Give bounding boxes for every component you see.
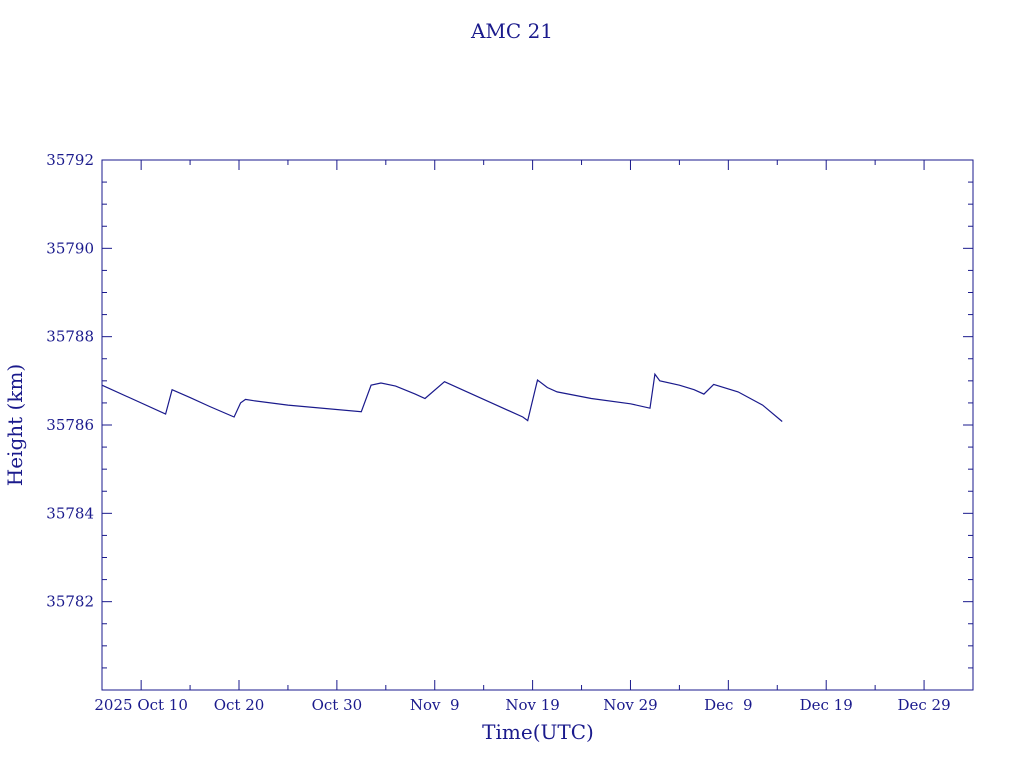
x-tick-label: Dec 19: [800, 696, 853, 714]
x-tick-label: Nov 29: [603, 696, 658, 714]
x-axis-label: Time(UTC): [482, 720, 594, 744]
y-tick-labels: 35782 35784 35786 35788 35790 35792: [46, 151, 94, 611]
y-tick-label: 35788: [46, 328, 94, 346]
x-tick-label: 2025 Oct 10: [94, 696, 188, 714]
y-tick-label: 35782: [46, 593, 94, 611]
x-tick-label: Nov 9: [410, 696, 460, 714]
x-tick-labels: 2025 Oct 10 Oct 20 Oct 30 Nov 9 Nov 19 Nov 29…: [94, 696, 950, 714]
axis-ticks: [102, 159, 974, 691]
y-axis-label: Height (km): [3, 364, 27, 486]
y-tick-label: 35790: [46, 239, 94, 257]
x-tick-label: Oct 20: [214, 696, 265, 714]
y-tick-label: 35792: [46, 151, 94, 169]
x-tick-label: Oct 30: [312, 696, 363, 714]
y-tick-label: 35786: [46, 416, 94, 434]
plot-frame: [101, 159, 974, 691]
y-tick-label: 35784: [46, 504, 94, 522]
x-tick-label: Dec 9: [704, 696, 752, 714]
x-tick-label: Dec 29: [897, 696, 950, 714]
x-tick-label: Nov 19: [505, 696, 560, 714]
series-line: [101, 372, 783, 422]
chart-title: AMC 21: [470, 19, 553, 43]
